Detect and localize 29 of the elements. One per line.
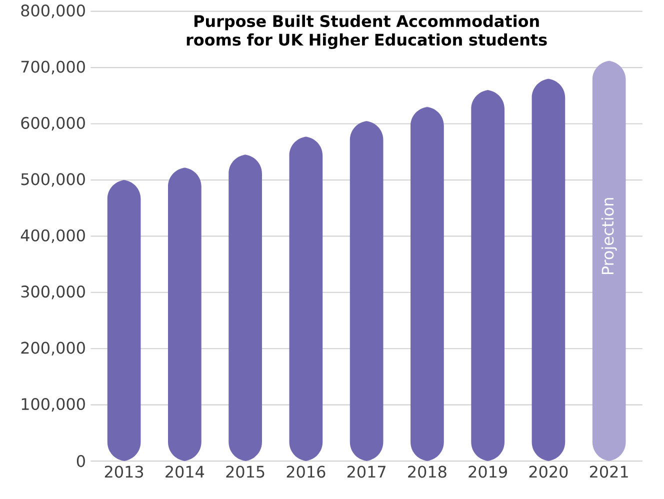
text: Purpose Built Student Accommodation rooms for UK Higher Education students — [186, 14, 547, 50]
x-tick-label: 2016 — [286, 466, 326, 478]
bar — [592, 60, 626, 462]
x-tick-label: 2018 — [408, 466, 446, 478]
x-tick-label: 2020 — [529, 466, 568, 478]
bar — [471, 90, 505, 462]
bar — [228, 154, 262, 462]
x-tick-label: 2019 — [468, 466, 507, 478]
y-tick-label: 200,000 — [21, 342, 85, 356]
x-tick-label: 2017 — [347, 466, 386, 478]
bar — [410, 106, 444, 462]
x-tick-label: 2013 — [104, 466, 144, 478]
bar — [168, 168, 202, 462]
y-tick-label: 300,000 — [21, 286, 85, 300]
annotation: Projection — [601, 198, 617, 274]
x-tick-label: 2014 — [166, 466, 204, 478]
y-tick-label: 600,000 — [21, 116, 85, 131]
y-tick-label: 0 — [76, 455, 85, 468]
bar — [107, 180, 141, 462]
x-tick-label: 2015 — [226, 466, 264, 478]
bar — [289, 136, 323, 462]
x-tick-label: 2021 — [590, 466, 628, 478]
y-tick-label: 700,000 — [21, 60, 85, 74]
y-tick-label: 400,000 — [20, 229, 85, 244]
y-tick-label: 800,000 — [21, 4, 85, 18]
y-tick-label: 500,000 — [21, 173, 85, 187]
bar — [532, 78, 566, 462]
y-tick-label: 100,000 — [22, 398, 85, 412]
bar — [350, 121, 384, 462]
